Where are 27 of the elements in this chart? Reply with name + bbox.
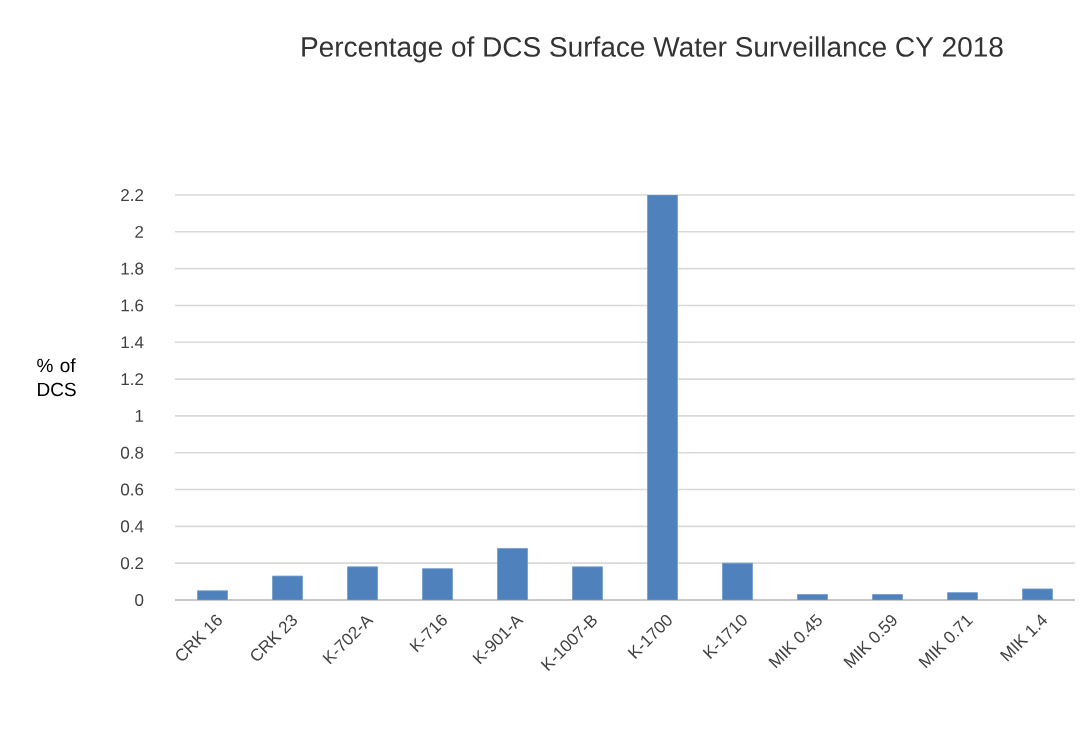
y-tick-label: 0.6 bbox=[120, 483, 144, 496]
y-axis-title: % of DCS bbox=[37, 358, 76, 397]
bar bbox=[947, 592, 978, 600]
y-tick-label: 1.8 bbox=[121, 262, 144, 275]
bar bbox=[272, 575, 303, 600]
y-tick-label: 2 bbox=[135, 225, 144, 238]
bar bbox=[722, 562, 753, 600]
y-tick-label: 1.6 bbox=[121, 299, 144, 312]
bar bbox=[572, 566, 603, 600]
y-tick-label: 1.4 bbox=[121, 336, 144, 349]
bar bbox=[1022, 588, 1053, 600]
x-tick-label: MIK 1.4 bbox=[999, 614, 1048, 662]
y-tick-label: 0.2 bbox=[120, 557, 144, 570]
y-tick-label: 2.2 bbox=[121, 189, 144, 201]
y-tick-label: 1.2 bbox=[121, 373, 144, 386]
bar bbox=[197, 590, 228, 600]
bar bbox=[347, 566, 378, 600]
y-tick-label: 0 bbox=[135, 593, 144, 606]
bar bbox=[497, 548, 528, 600]
y-tick-label: 0.4 bbox=[120, 520, 144, 533]
chart-title: Percentage of DCS Surface Water Surveillance CY 2018 bbox=[302, 36, 1003, 63]
bar bbox=[647, 194, 678, 600]
bar bbox=[422, 568, 453, 600]
bar bbox=[797, 594, 828, 600]
bar bbox=[872, 594, 903, 600]
y-tick-label: 0.8 bbox=[120, 446, 144, 459]
y-tick-label: 1 bbox=[135, 410, 144, 422]
